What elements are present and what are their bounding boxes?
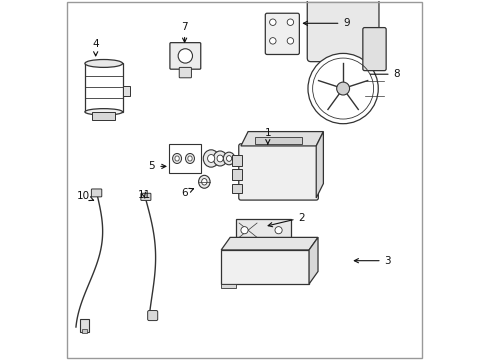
FancyBboxPatch shape xyxy=(141,193,151,201)
FancyBboxPatch shape xyxy=(169,42,201,69)
Ellipse shape xyxy=(175,156,179,161)
Bar xyxy=(221,284,235,288)
FancyBboxPatch shape xyxy=(238,144,318,200)
Bar xyxy=(231,155,242,166)
Text: 9: 9 xyxy=(303,18,349,28)
Ellipse shape xyxy=(217,155,223,162)
Polygon shape xyxy=(308,237,317,284)
Text: 1: 1 xyxy=(264,129,270,144)
FancyBboxPatch shape xyxy=(306,0,378,62)
FancyBboxPatch shape xyxy=(265,13,299,54)
Circle shape xyxy=(286,19,293,26)
Bar xyxy=(81,329,87,333)
Text: 5: 5 xyxy=(148,161,165,171)
Bar xyxy=(85,63,122,112)
Bar xyxy=(92,112,115,120)
FancyBboxPatch shape xyxy=(147,311,158,320)
Circle shape xyxy=(307,53,378,124)
Bar xyxy=(231,169,242,180)
Bar xyxy=(235,220,290,241)
Circle shape xyxy=(241,226,247,234)
Circle shape xyxy=(178,49,192,63)
Circle shape xyxy=(269,38,276,44)
FancyBboxPatch shape xyxy=(179,67,191,78)
Text: 2: 2 xyxy=(267,213,305,227)
Circle shape xyxy=(269,19,276,26)
FancyBboxPatch shape xyxy=(91,189,102,197)
Ellipse shape xyxy=(85,59,122,67)
Ellipse shape xyxy=(187,156,192,161)
Ellipse shape xyxy=(172,153,181,163)
Text: 3: 3 xyxy=(354,256,390,266)
Text: 7: 7 xyxy=(181,22,187,42)
Text: 8: 8 xyxy=(369,69,399,79)
Circle shape xyxy=(286,38,293,44)
FancyBboxPatch shape xyxy=(362,28,386,71)
Circle shape xyxy=(274,226,282,234)
Bar xyxy=(221,250,308,284)
Bar xyxy=(169,144,201,173)
Ellipse shape xyxy=(207,154,214,162)
Bar xyxy=(80,319,89,332)
Bar xyxy=(231,184,242,193)
Polygon shape xyxy=(316,132,323,198)
Ellipse shape xyxy=(223,152,234,165)
Circle shape xyxy=(336,82,349,95)
Ellipse shape xyxy=(198,175,210,188)
Bar xyxy=(255,137,301,144)
Ellipse shape xyxy=(185,153,194,163)
Ellipse shape xyxy=(226,156,231,161)
Ellipse shape xyxy=(85,109,122,115)
Ellipse shape xyxy=(203,150,219,167)
Text: 6: 6 xyxy=(181,188,193,198)
Ellipse shape xyxy=(201,179,206,185)
Ellipse shape xyxy=(213,151,226,166)
Polygon shape xyxy=(221,237,317,250)
Bar xyxy=(122,86,130,96)
Text: 11: 11 xyxy=(137,190,150,201)
Text: 10: 10 xyxy=(77,191,93,201)
Polygon shape xyxy=(241,132,323,146)
Text: 4: 4 xyxy=(92,39,99,56)
